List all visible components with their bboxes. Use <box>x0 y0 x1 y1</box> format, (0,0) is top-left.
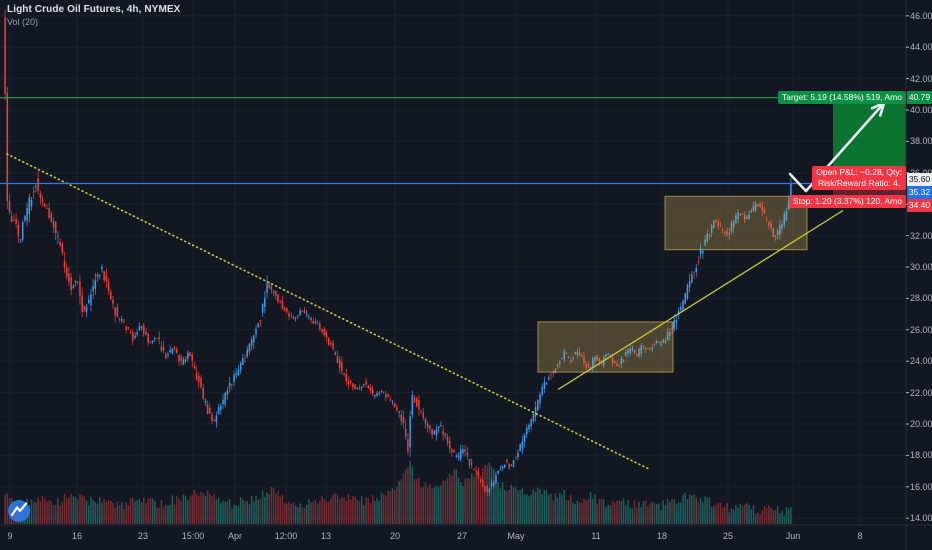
time-tick-label: Apr <box>227 531 243 541</box>
price-tick-label: 30.00 <box>910 262 932 272</box>
price-tick-label: 18.00 <box>910 450 932 461</box>
time-tick-label: 16 <box>71 531 83 541</box>
price-tick-label: 28.00 <box>910 293 932 304</box>
price-tick-label: 42.00 <box>910 73 932 84</box>
price-tick-label: 24.00 <box>910 356 932 367</box>
time-tick-label: 18 <box>656 531 668 541</box>
arrow-head <box>878 101 886 117</box>
price-tick-label: 32.00 <box>910 230 932 241</box>
downtrend-dotted-line[interactable] <box>6 153 651 471</box>
price-tick-label: 26.00 <box>910 324 932 335</box>
time-tick-label: 13 <box>320 531 332 541</box>
volume-indicator-label: Vol (20) <box>7 17 39 27</box>
entry-price-chip: 35.60 <box>907 172 932 186</box>
time-tick-label: 23 <box>137 531 149 541</box>
uptrend-line[interactable] <box>557 209 844 391</box>
price-tick-label: 46.00 <box>910 10 932 21</box>
pnl-risk-reward-line: Risk/Reward Ratio: 4. <box>818 178 901 189</box>
time-tick-label: 15:00 <box>181 531 205 541</box>
time-tick-label: May <box>507 531 525 541</box>
price-tick-label: 14.00 <box>910 513 932 524</box>
time-tick-label: 9 <box>7 531 13 541</box>
price-tick-label: 16.00 <box>910 481 932 492</box>
volume-series <box>4 460 792 524</box>
consolidation-box[interactable] <box>664 195 808 251</box>
price-tick-label: 22.00 <box>910 387 932 398</box>
target-price-chip: 40.79 <box>907 91 932 105</box>
price-tick-label: 38.00 <box>910 136 932 147</box>
candlestick-series <box>4 9 792 496</box>
breakout-arrow[interactable] <box>788 101 886 193</box>
consolidation-box[interactable] <box>537 321 674 373</box>
time-tick-label: 11 <box>591 531 601 541</box>
position-target-zone[interactable] <box>833 97 906 180</box>
time-tick-label: 25 <box>722 531 734 541</box>
stop-label[interactable]: Stop: 1.20 (3.37%) 120, Amo <box>788 194 906 208</box>
time-tick-label: 12:00 <box>274 531 298 541</box>
pnl-open-line: Open P&L: −0.28, Qty: <box>816 167 902 178</box>
price-tick-label: 40.00 <box>910 105 932 115</box>
tradingview-logo[interactable] <box>8 500 30 522</box>
time-tick-label: 8 <box>857 531 863 541</box>
target-label[interactable]: Target: 5.19 (14.58%) 519, Amo <box>777 91 906 105</box>
price-tick-label: 44.00 <box>910 42 932 53</box>
time-tick-label: 27 <box>456 531 468 541</box>
last-price-chip: 35.32 <box>907 185 932 199</box>
time-tick-label: Jun <box>785 531 801 541</box>
stop-price-chip: 34.40 <box>907 199 932 213</box>
pnl-label[interactable]: Open P&L: −0.28, Qty: Risk/Reward Ratio:… <box>812 166 906 191</box>
symbol-title: Light Crude Oil Futures, 4h, NYMEX <box>7 4 181 15</box>
time-tick-label: 20 <box>389 531 401 541</box>
price-tick-label: 20.00 <box>910 419 932 429</box>
